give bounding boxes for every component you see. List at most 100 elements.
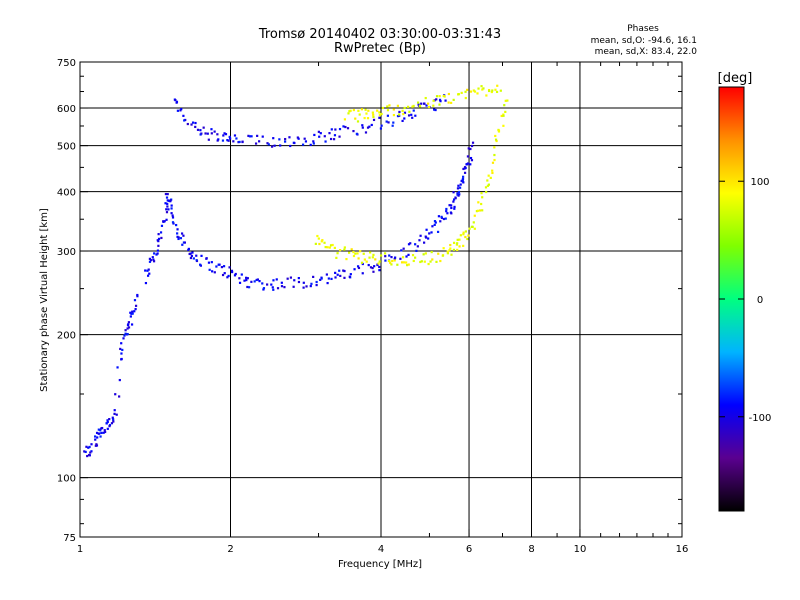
data-point — [497, 129, 501, 132]
data-point — [386, 105, 389, 108]
data-point — [343, 248, 346, 251]
data-point — [430, 250, 433, 254]
data-point — [272, 279, 275, 282]
data-point — [317, 237, 320, 240]
data-point — [312, 275, 315, 279]
data-point — [320, 277, 323, 280]
data-point — [466, 163, 469, 166]
data-point — [494, 134, 497, 138]
data-point — [213, 271, 216, 274]
data-point — [445, 207, 448, 211]
data-point — [176, 235, 179, 238]
data-point — [435, 98, 438, 101]
data-point — [210, 261, 213, 264]
data-point — [309, 285, 312, 288]
data-point — [126, 324, 130, 327]
data-point — [469, 156, 473, 160]
data-point — [320, 240, 323, 243]
data-point — [227, 274, 230, 278]
data-point — [292, 285, 295, 288]
data-point — [390, 263, 393, 266]
data-point — [378, 116, 381, 119]
x-tick-label: 1 — [77, 544, 83, 555]
data-point — [407, 114, 411, 117]
data-point — [435, 95, 439, 98]
data-point — [156, 249, 160, 252]
data-point — [379, 254, 383, 257]
data-point — [481, 88, 484, 91]
data-point — [216, 133, 219, 136]
data-point — [240, 273, 243, 276]
data-point — [470, 144, 474, 148]
data-point — [420, 102, 423, 105]
data-point — [176, 232, 179, 235]
data-point — [120, 357, 123, 361]
data-point — [355, 132, 358, 135]
data-point — [321, 239, 324, 242]
data-point — [428, 232, 431, 235]
data-point — [383, 252, 387, 255]
data-point — [381, 106, 384, 110]
data-point — [110, 422, 114, 425]
data-point — [182, 234, 185, 237]
data-point — [217, 138, 220, 141]
data-point — [147, 268, 150, 271]
data-point — [221, 273, 225, 277]
data-point — [462, 244, 465, 247]
data-point — [194, 121, 197, 125]
data-point — [454, 197, 457, 200]
x-tick-label: 4 — [378, 544, 384, 555]
data-point — [112, 418, 115, 421]
data-point — [476, 209, 480, 212]
data-point — [233, 274, 237, 277]
data-point — [452, 98, 455, 101]
data-point — [124, 329, 127, 332]
data-point — [248, 286, 251, 289]
data-point — [384, 259, 387, 262]
data-point — [157, 233, 160, 236]
data-point — [407, 263, 410, 266]
data-point — [126, 332, 129, 336]
data-point — [349, 109, 352, 112]
data-point — [354, 117, 357, 120]
data-point — [356, 265, 360, 268]
data-point — [347, 112, 350, 115]
data-point — [284, 137, 287, 141]
data-point — [313, 133, 316, 137]
data-point — [335, 256, 338, 259]
data-point — [384, 255, 387, 258]
data-point — [394, 256, 397, 259]
data-point — [439, 259, 442, 263]
data-point — [401, 119, 404, 123]
data-point — [438, 103, 441, 106]
data-point — [380, 112, 383, 116]
data-point — [224, 133, 228, 136]
data-point — [95, 444, 99, 447]
data-point — [477, 201, 480, 204]
data-point — [99, 435, 102, 438]
data-point — [439, 220, 442, 223]
data-point — [112, 420, 115, 423]
data-point — [499, 89, 502, 92]
data-point — [392, 121, 395, 124]
data-point — [445, 210, 448, 213]
data-point — [407, 243, 411, 246]
data-point — [390, 255, 393, 259]
data-point — [175, 100, 179, 103]
data-point — [271, 286, 274, 289]
data-point — [346, 127, 350, 130]
data-point — [199, 133, 202, 136]
data-point — [148, 260, 152, 263]
data-point — [302, 286, 305, 289]
data-point — [412, 104, 415, 108]
data-point — [105, 422, 108, 425]
data-point — [457, 194, 460, 197]
data-point — [256, 134, 259, 137]
data-point — [108, 425, 111, 428]
y-tick-label: 200 — [57, 331, 76, 342]
data-point — [133, 310, 136, 313]
data-point — [318, 135, 321, 138]
data-point — [119, 347, 122, 351]
data-point — [195, 259, 198, 262]
colorbar-label: [deg] — [718, 71, 753, 86]
